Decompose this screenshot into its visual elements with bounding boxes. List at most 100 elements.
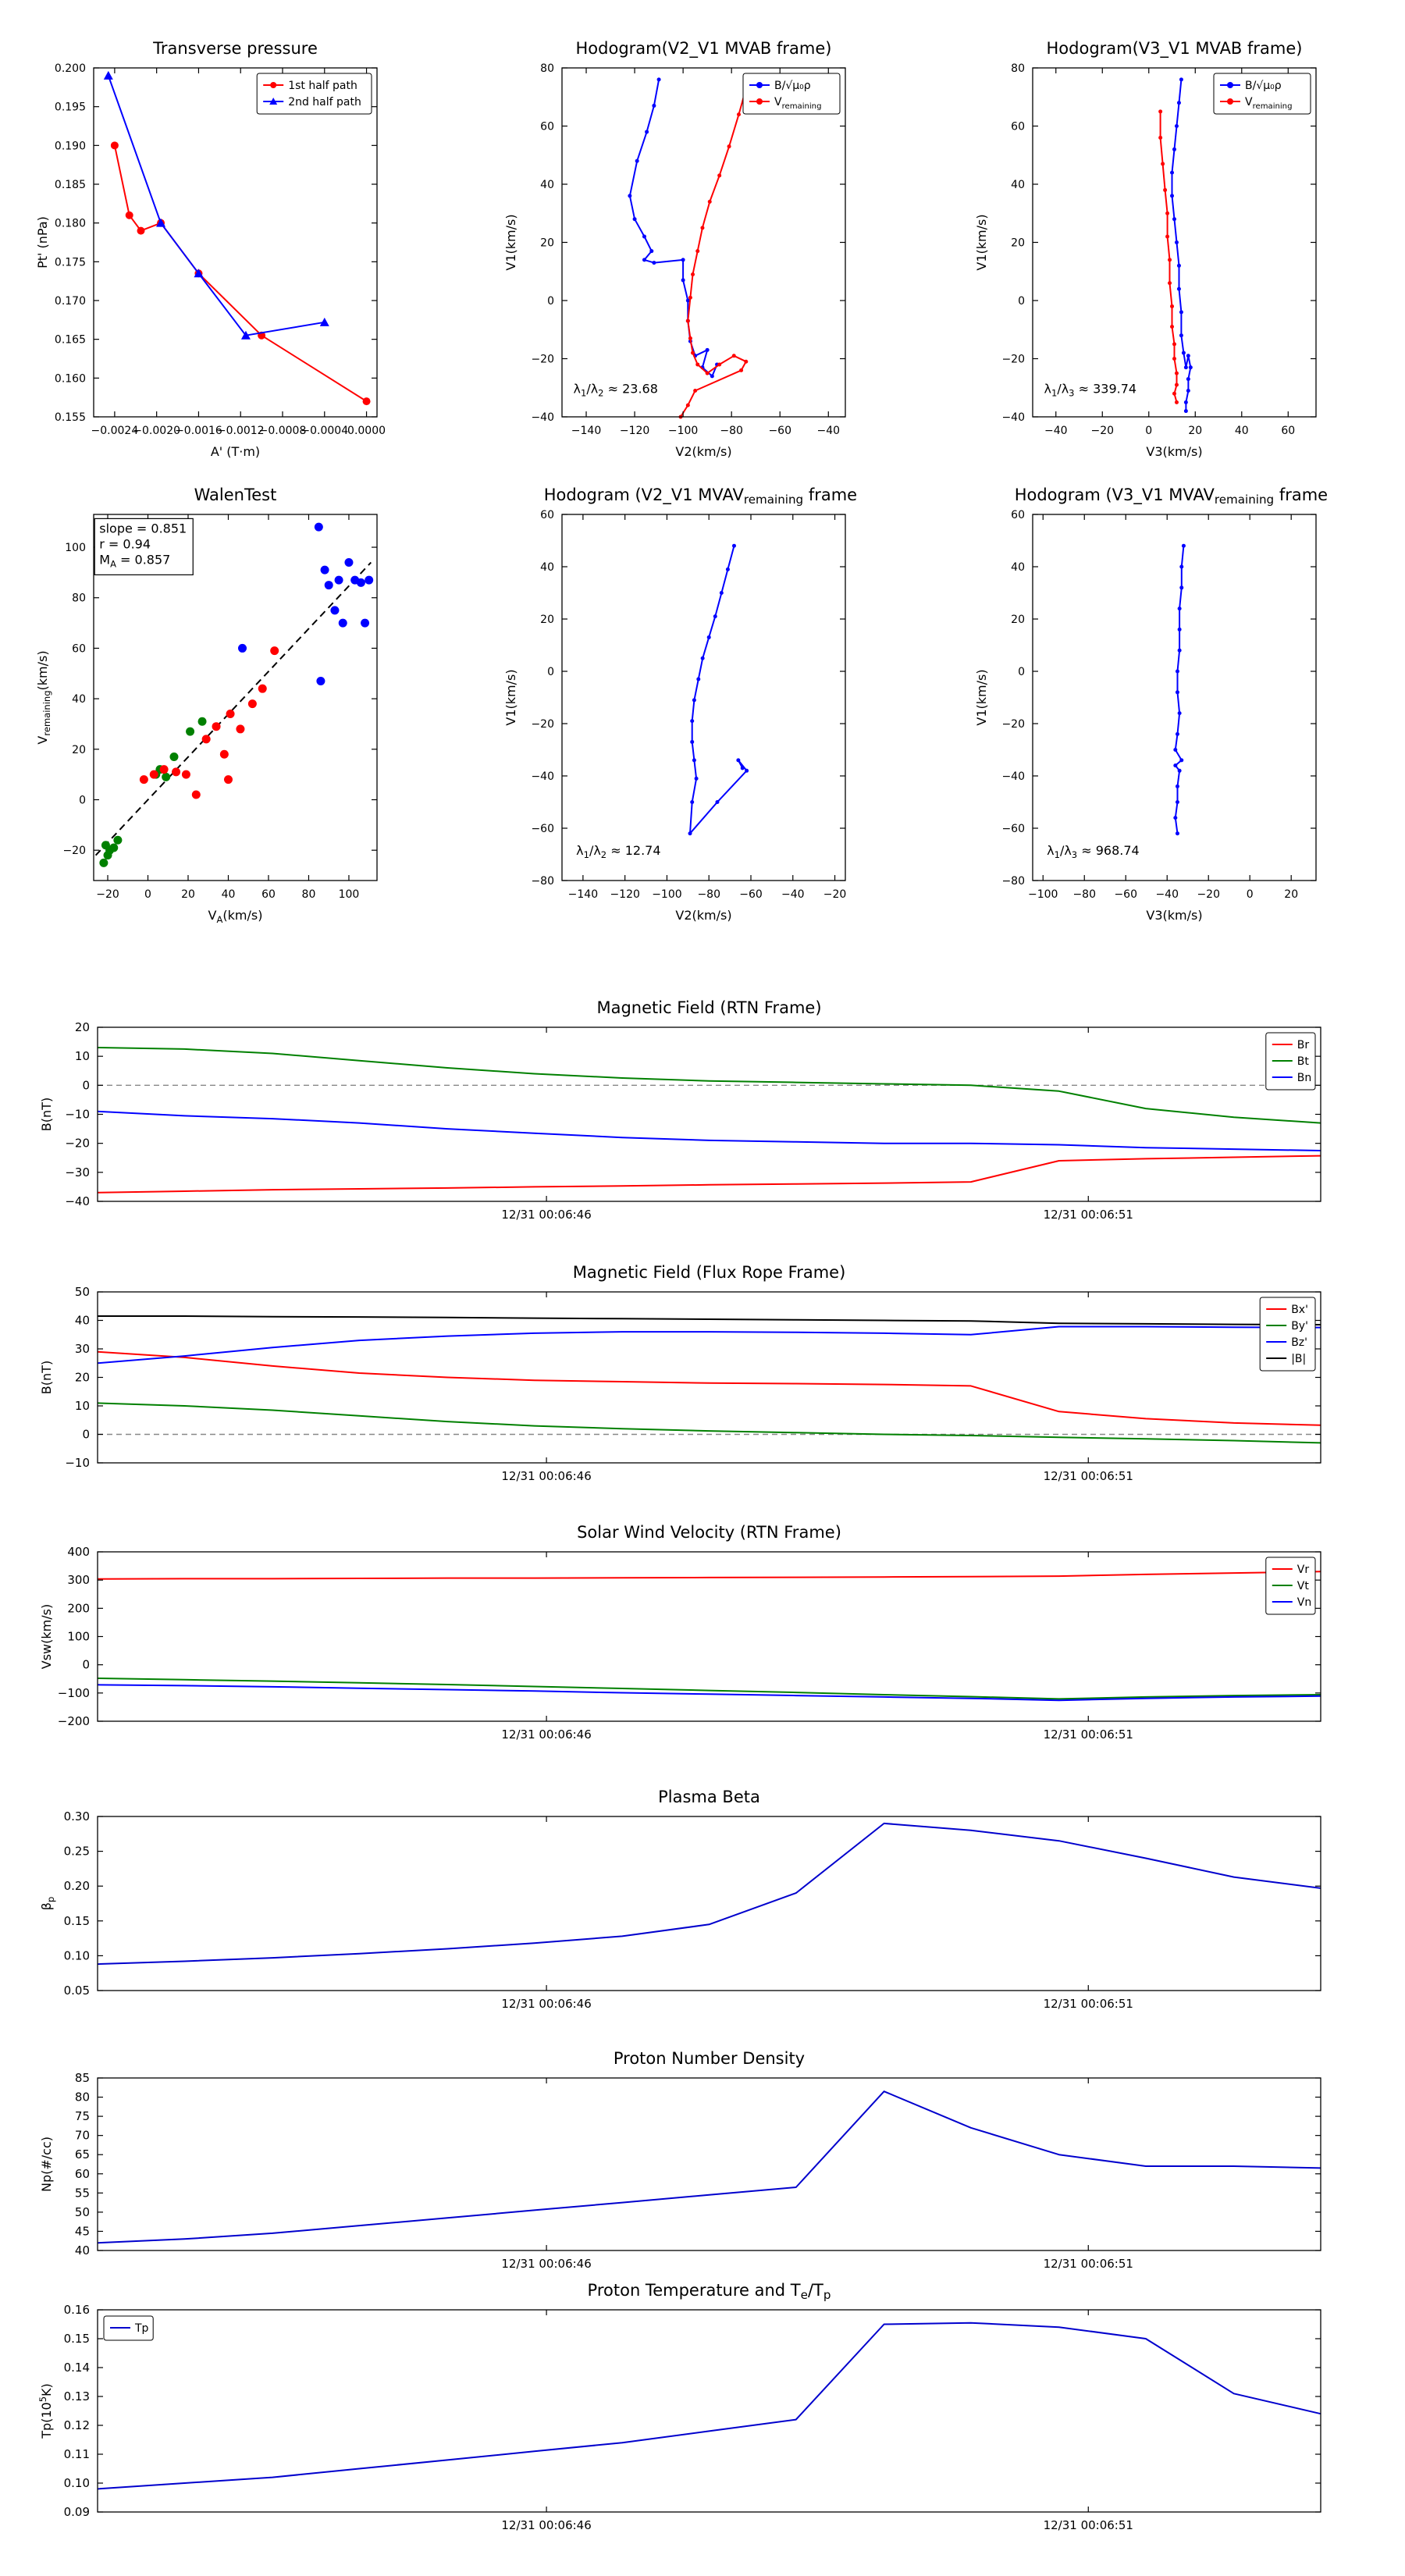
x-tick-label: 20 [1284, 888, 1298, 901]
chart-hodogram-v3-v1-mvav: −100 −80 −60 −40 −20 0 20 −80 −60 −40 −20 0 20 40 60 Ho… [967, 474, 1334, 934]
y-tick-label: 0.180 [55, 218, 86, 230]
legend: 1st half path 2nd half path [256, 73, 372, 115]
y-tick-label: 0.175 [55, 256, 86, 269]
x-tick-label: −120 [610, 888, 639, 901]
y-tick-label: −40 [531, 411, 554, 424]
y-tick-label: 40 [72, 693, 86, 706]
y-tick-label: 20 [540, 237, 554, 250]
y-tick-label: 60 [540, 509, 554, 521]
legend-label: Bn [1297, 1072, 1311, 1084]
y-tick-label: −200 [58, 1714, 90, 1728]
y-tick-label: 100 [67, 1630, 90, 1644]
y-tick-label: 60 [1011, 509, 1025, 521]
y-tick-label: −20 [531, 718, 554, 731]
y-axis-label: βp [39, 1897, 56, 1911]
y-tick-label: 0.25 [64, 1845, 90, 1859]
y-tick-label: 10 [75, 1399, 90, 1413]
legend-label: By' [1291, 1320, 1308, 1332]
x-tick-label: 12/31 00:06:51 [1044, 2518, 1133, 2532]
x-tick-label: 12/31 00:06:46 [501, 1727, 591, 1742]
y-tick-label: 0.15 [64, 1914, 90, 1928]
x-axis-label: VA(km/s) [208, 908, 263, 925]
annotation: λ1/λ3 ≈ 968.74 [1047, 843, 1140, 860]
y-tick-label: 60 [1011, 121, 1025, 133]
y-tick-label: 0.11 [64, 2447, 90, 2461]
chart-title: Hodogram(V3_V1 MVAB frame) [1047, 39, 1303, 59]
x-tick-label: 40 [222, 888, 236, 901]
y-tick-label: −40 [1001, 770, 1025, 783]
x-tick-label: 12/31 00:06:51 [1044, 1727, 1133, 1742]
y-tick-label: 55 [75, 2186, 90, 2200]
x-tick-label: 60 [1281, 425, 1295, 437]
y-tick-label: 45 [75, 2224, 90, 2238]
annotation: slope = 0.851 [99, 521, 187, 535]
legend-label: B/√μ₀ρ [774, 80, 811, 92]
x-tick-label: −100 [652, 888, 681, 901]
x-tick-label: −80 [720, 425, 743, 437]
chart-title: Proton Number Density [614, 2049, 805, 2068]
y-tick-label: 75 [75, 2109, 90, 2123]
y-tick-label: 50 [75, 1285, 90, 1299]
chart-title: WalenTest [194, 486, 277, 504]
annotation: MA = 0.857 [99, 552, 170, 569]
x-tick-label: −80 [1072, 888, 1096, 901]
y-tick-label: −20 [531, 354, 554, 366]
chart-svg-magnetic-field-rtn: 12/31 00:06:46 12/31 00:06:51 −40 −30 −20 −10… [39, 998, 1321, 1222]
x-tick-label: 60 [261, 888, 276, 901]
x-tick-label: −0.0008 [259, 425, 307, 437]
y-axis-label: V1(km/s) [503, 669, 518, 725]
legend-label: Bz' [1291, 1336, 1307, 1349]
chart-svg-hodogram-v2-v1-mvab: −140 −120 −100 −80 −60 −40 −40 −20 0 20 40 60 80 Hodo… [503, 39, 846, 459]
y-tick-label: 0.10 [64, 1948, 90, 1962]
chart-hodogram-v3-v1-mvab: −40 −20 0 20 40 60 −40 −20 0 20 40 60 80 Hodogram(V3_… [967, 27, 1329, 470]
y-tick-label: 0 [547, 295, 554, 308]
chart-svg-solar-wind-velocity-rtn: 12/31 00:06:46 12/31 00:06:51 −200 −100 0 100… [39, 1523, 1321, 1742]
y-tick-label: −40 [65, 1194, 90, 1208]
y-tick-label: 400 [67, 1545, 90, 1559]
legend: B/√μ₀ρ Vremaining [742, 73, 841, 115]
legend: B/√μ₀ρ Vremaining [1213, 73, 1311, 115]
y-tick-label: 10 [75, 1049, 90, 1063]
chart-title: Magnetic Field (Flux Rope Frame) [573, 1263, 846, 1282]
legend-label: Tp [134, 2322, 149, 2335]
y-tick-label: 0.14 [64, 2361, 90, 2375]
x-tick-label: −60 [1114, 888, 1137, 901]
x-tick-label: 80 [302, 888, 316, 901]
y-tick-label: 0.185 [55, 179, 86, 191]
annotation: λ1/λ2 ≈ 23.68 [574, 381, 658, 398]
y-tick-label: 0.16 [64, 2303, 90, 2317]
legend-label: Vremaining [1245, 96, 1292, 111]
y-tick-label: 60 [540, 121, 554, 133]
y-tick-label: −60 [1001, 823, 1025, 835]
y-tick-label: 0.155 [55, 411, 86, 424]
x-axis-label: V2(km/s) [675, 444, 731, 459]
x-tick-label: −0.0004 [301, 425, 348, 437]
y-tick-label: 40 [540, 179, 554, 191]
y-tick-label: 0.13 [64, 2389, 90, 2403]
chart-solar-wind-velocity: 12/31 00:06:46 12/31 00:06:51 −200 −100 0 100… [32, 1517, 1333, 1754]
legend-label: Bx' [1291, 1304, 1308, 1316]
y-tick-label: 80 [75, 2090, 90, 2105]
legend-label: Br [1297, 1039, 1310, 1051]
y-axis-label: B(nT) [39, 1098, 54, 1131]
x-tick-label: 0 [1145, 425, 1152, 437]
y-tick-label: 60 [72, 642, 86, 655]
chart-plasma-beta: 12/31 00:06:46 12/31 00:06:51 0.05 0.10 0.15… [32, 1782, 1333, 2023]
chart-svg-transverse-pressure: −0.0024−0.0020−0.0016−0.0012−0.0008−0.00… [35, 39, 386, 459]
x-tick-label: −40 [781, 888, 805, 901]
y-tick-label: 0 [82, 1078, 90, 1092]
y-tick-label: 40 [540, 561, 554, 574]
x-tick-label: 12/31 00:06:51 [1044, 1997, 1133, 2011]
chart-title: Proton Temperature and Te/Tp [588, 2281, 831, 2302]
chart-svg-plasma-beta: 12/31 00:06:46 12/31 00:06:51 0.05 0.10 0.15… [39, 1788, 1321, 2011]
y-axis-label: Pt' (nPa) [35, 216, 50, 269]
y-axis-label: Tp(105K) [37, 2383, 54, 2439]
y-tick-label: 0 [547, 666, 554, 678]
legend-label: Bt [1297, 1055, 1310, 1068]
y-tick-label: −20 [1001, 354, 1025, 366]
y-tick-label: 20 [1011, 237, 1025, 250]
y-tick-label: 80 [1011, 62, 1025, 75]
x-tick-label: 12/31 00:06:51 [1044, 1469, 1133, 1483]
y-tick-label: 0 [1018, 666, 1025, 678]
y-tick-label: 300 [67, 1573, 90, 1587]
